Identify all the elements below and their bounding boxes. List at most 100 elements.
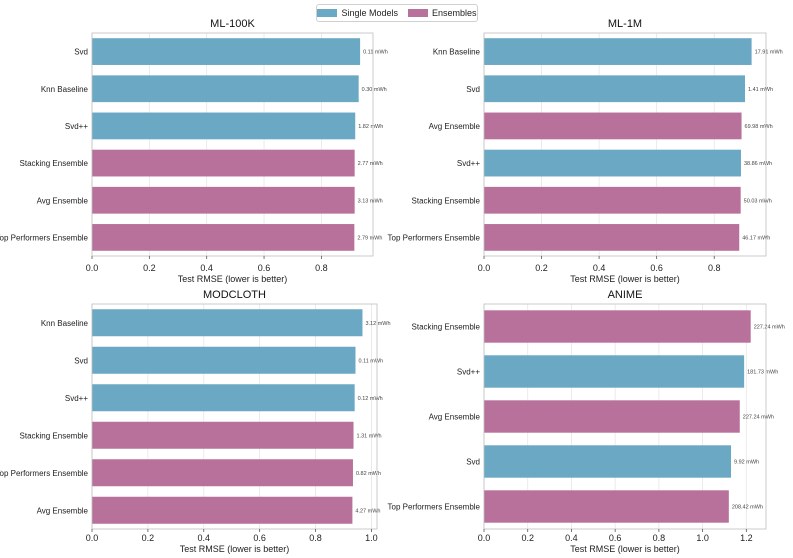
energy-annotation: 3.12 mWh [365, 321, 390, 327]
bar-ensemble [92, 421, 354, 449]
legend-label-ensemble: Ensembles [432, 8, 477, 18]
x-tick-label: 0.4 [198, 533, 211, 543]
bar-single [484, 445, 732, 478]
energy-annotation: 0.30 mWh [362, 87, 387, 93]
energy-annotation: 3.13 mWh [358, 198, 383, 204]
category-label: Svd++ [65, 394, 88, 403]
category-label: Knn Baseline [41, 85, 89, 94]
x-tick-label: 0.6 [253, 533, 266, 543]
category-label: Svd [466, 458, 480, 467]
category-label: Svd++ [457, 368, 480, 377]
legend: Single Models Ensembles [316, 4, 478, 22]
category-label: Knn Baseline [433, 48, 481, 57]
x-tick-label: 0.4 [593, 263, 606, 273]
category-label: Stacking Ensemble [20, 159, 89, 168]
energy-annotation: 1.82 mWh [358, 124, 383, 130]
bar-ensemble [92, 149, 355, 177]
category-label: Avg Ensemble [37, 506, 89, 515]
x-tick-label: 0.8 [309, 533, 322, 543]
plot-frame [483, 32, 767, 257]
bar-ensemble [484, 400, 740, 433]
energy-annotation: 46.17 mWh [742, 235, 770, 241]
energy-annotation: 181.73 mWh [747, 370, 778, 376]
x-axis-label: Test RMSE (lower is better) [180, 544, 290, 554]
category-label: Top Performers Ensemble [0, 233, 89, 242]
bar-single [484, 149, 741, 177]
x-tick-label: 0.6 [650, 263, 663, 273]
category-label: Top Performers Ensemble [388, 233, 481, 242]
bar-ensemble [484, 224, 740, 251]
x-tick-label: 0.2 [143, 263, 156, 273]
x-tick-label: 0.2 [535, 263, 548, 273]
energy-annotation: 17.91 mWh [755, 50, 783, 56]
category-label: Top Performers Ensemble [388, 503, 481, 512]
category-label: Avg Ensemble [429, 413, 481, 422]
bar-single [484, 355, 745, 388]
x-tick-label: 0.8 [653, 533, 666, 543]
category-label: Knn Baseline [41, 319, 89, 328]
chart-title: ML-100K [210, 18, 255, 30]
bar-single [92, 384, 355, 412]
x-tick-label: 0.4 [565, 533, 578, 543]
bar-single [92, 112, 356, 140]
bar-ensemble [484, 112, 742, 140]
category-label: Top Performers Ensemble [0, 469, 89, 478]
energy-annotation: 1.31 mWh [357, 433, 382, 439]
bar-ensemble [484, 490, 729, 523]
legend-label-single: Single Models [341, 8, 398, 18]
category-label: Stacking Ensemble [412, 323, 481, 332]
plot-frame [483, 303, 767, 530]
x-tick-label: 0.8 [708, 263, 721, 273]
x-tick-label: 0.0 [478, 533, 491, 543]
x-axis-label: Test RMSE (lower is better) [178, 274, 288, 284]
energy-annotation: 0.11 mWh [363, 50, 388, 56]
bar-single [484, 38, 752, 65]
energy-annotation: 69.98 mWh [745, 124, 773, 130]
plot-frame [91, 303, 378, 530]
bar-ensemble [92, 224, 355, 251]
category-label: Svd [74, 48, 88, 57]
bar-ensemble [92, 496, 353, 524]
x-tick-label: 0.0 [478, 263, 491, 273]
category-label: Avg Ensemble [37, 196, 89, 205]
x-tick-label: 0.6 [609, 533, 622, 543]
chart-title: ANIME [608, 289, 643, 301]
energy-annotation: 2.77 mWh [358, 161, 383, 167]
x-tick-label: 1.0 [365, 533, 378, 543]
energy-annotation: 2.79 mWh [357, 235, 382, 241]
category-label: Stacking Ensemble [20, 431, 89, 440]
energy-annotation: 9.92 mWh [734, 460, 759, 466]
chart-title: ML-1M [608, 18, 642, 30]
energy-annotation: 208.42 mWh [732, 505, 763, 511]
bar-single [92, 346, 356, 374]
legend-swatch-single [317, 9, 338, 17]
energy-annotation: 4.27 mWh [355, 508, 380, 514]
category-label: Svd [74, 356, 88, 365]
x-tick-label: 1.0 [696, 533, 709, 543]
x-tick-label: 0.2 [521, 533, 534, 543]
plot-frame [91, 32, 374, 257]
x-tick-label: 0.8 [315, 263, 328, 273]
category-label: Svd++ [457, 159, 480, 168]
energy-annotation: 1.41 mWh [748, 87, 773, 93]
chart-title: MODCLOTH [203, 289, 266, 301]
category-label: Stacking Ensemble [412, 196, 481, 205]
energy-annotation: 227.24 mWh [754, 325, 785, 331]
bar-single [484, 75, 745, 103]
legend-item-ensemble: Ensembles [408, 8, 477, 18]
bar-single [92, 75, 359, 103]
x-tick-label: 0.2 [142, 533, 155, 543]
category-label: Avg Ensemble [429, 122, 481, 131]
x-tick-label: 1.2 [740, 533, 753, 543]
category-label: Svd [466, 85, 480, 94]
bar-single [92, 309, 363, 337]
energy-annotation: 0.11 mWh [358, 358, 383, 364]
legend-swatch-ensemble [408, 9, 428, 17]
bar-ensemble [92, 186, 355, 214]
bar-ensemble [484, 186, 741, 214]
energy-annotation: 38.86 mWh [744, 161, 772, 167]
x-tick-label: 0.6 [258, 263, 271, 273]
energy-annotation: 0.82 mWh [356, 471, 381, 477]
x-axis-label: Test RMSE (lower is better) [570, 274, 680, 284]
